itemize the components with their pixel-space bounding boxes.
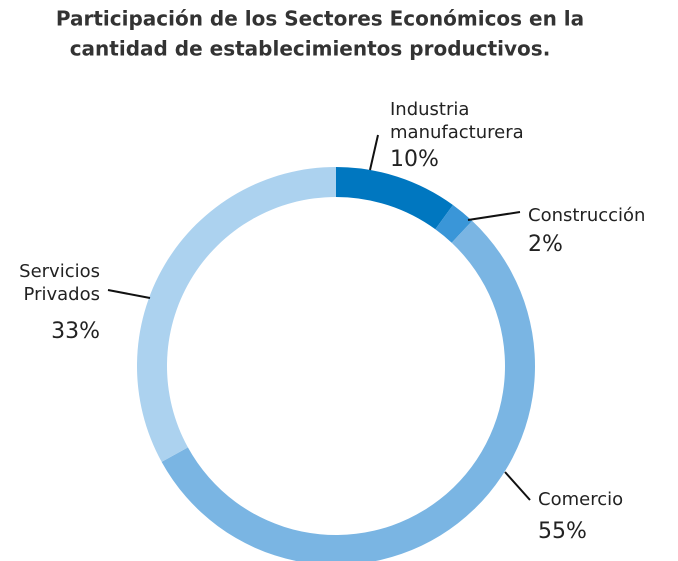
donut-slice [336,167,453,230]
slice-label: Construcción [528,205,645,226]
leader-line [107,289,151,299]
slice-label: Privados [24,284,100,305]
value-label: 10% [390,147,439,172]
donut-slice [161,220,535,561]
leader-line [504,471,531,501]
slice-label: manufacturera [390,122,524,143]
value-label: 55% [538,519,587,544]
chart-title: cantidad de establecimientos productivos… [70,37,551,61]
donut-slice [435,205,473,243]
slice-label: Servicios [19,261,100,282]
value-label: 2% [528,232,563,257]
slice-label: Comercio [538,489,623,510]
leader-line [467,211,521,221]
value-label: 33% [51,319,100,344]
leader-line [369,134,379,171]
chart-title: Participación de los Sectores Económicos… [56,7,584,31]
donut-slice [137,167,336,462]
slice-label: Industria [390,99,469,120]
